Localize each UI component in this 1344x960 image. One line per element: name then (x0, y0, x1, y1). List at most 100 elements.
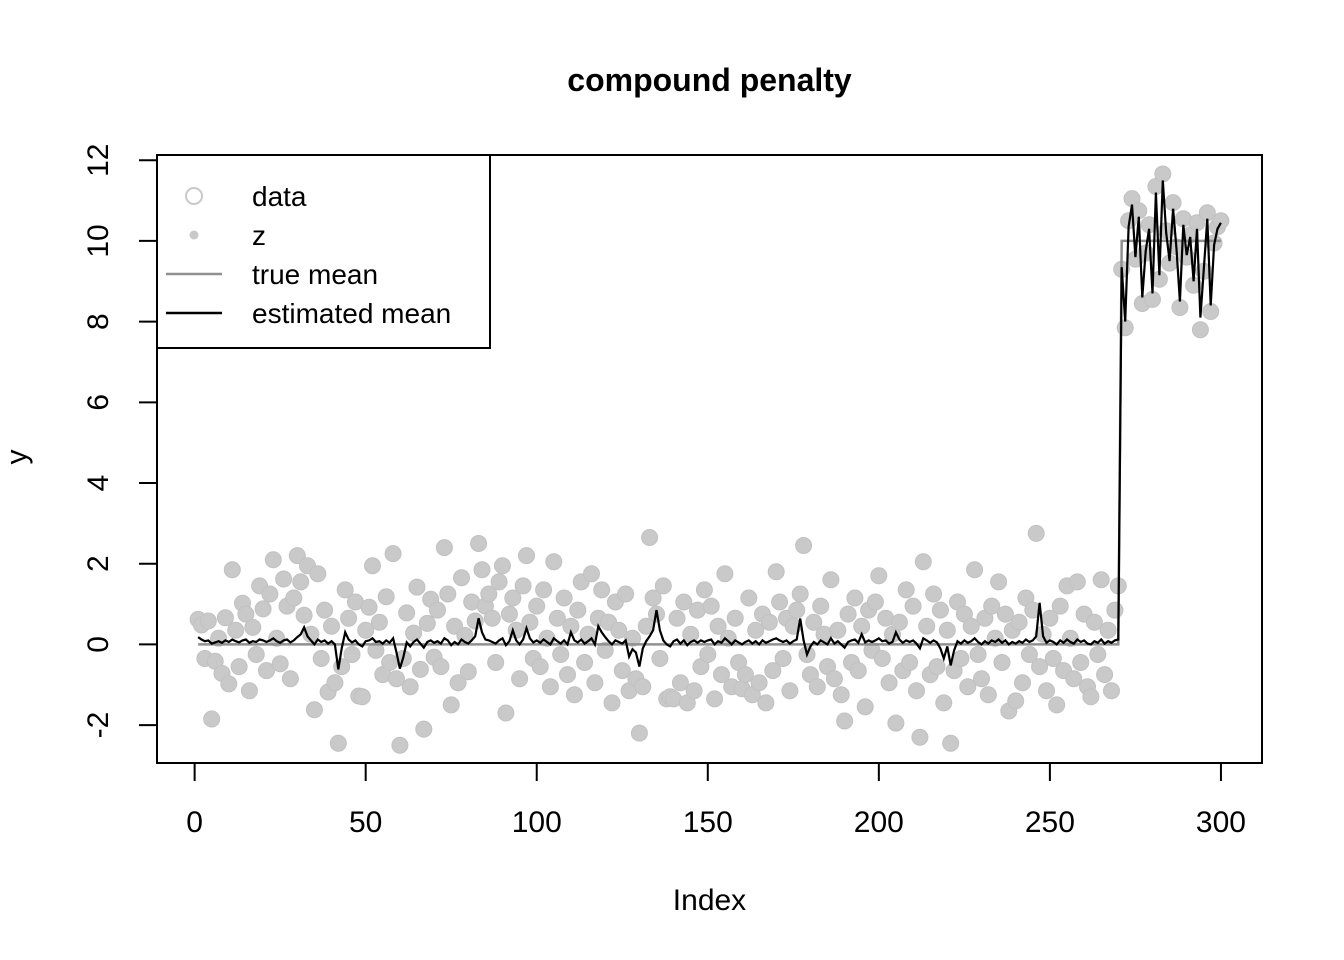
data-point (822, 571, 840, 589)
data-point (292, 573, 310, 591)
x-tick-label: 250 (1025, 806, 1075, 839)
data-point (682, 625, 700, 643)
data-point (1010, 613, 1028, 631)
data-point (846, 589, 864, 607)
data-point (405, 624, 423, 642)
data-point (1038, 682, 1055, 700)
data-point (329, 734, 347, 752)
data-point (415, 720, 433, 738)
data-point (411, 660, 429, 678)
data-point (435, 539, 453, 557)
data-point (244, 618, 262, 636)
data-point (671, 674, 689, 692)
data-point (240, 682, 258, 700)
data-point (370, 613, 388, 631)
data-point (973, 670, 990, 688)
data-point (432, 658, 450, 676)
data-point (453, 569, 470, 587)
data-point (552, 646, 570, 663)
data-point (565, 686, 583, 704)
data-point (357, 621, 375, 639)
data-point (1020, 646, 1038, 663)
data-point (1085, 613, 1103, 631)
data-point (651, 650, 669, 667)
legend-item-label: z (252, 220, 266, 251)
data-point (925, 585, 943, 603)
data-point (1171, 299, 1189, 316)
y-tick-label: 0 (82, 636, 115, 653)
data-point (904, 597, 922, 615)
data-point (596, 641, 614, 659)
data-point (442, 696, 460, 714)
data-point (220, 675, 238, 693)
data-point (261, 585, 279, 603)
data-point (713, 666, 730, 684)
data-point (996, 605, 1014, 623)
data-point (429, 601, 446, 619)
data-point (531, 658, 549, 676)
data-point (760, 613, 778, 631)
data-point (360, 598, 378, 616)
data-point (1065, 670, 1083, 688)
data-point (490, 573, 508, 591)
data-point (535, 581, 553, 599)
y-tick-label: -2 (82, 712, 115, 739)
data-point (254, 600, 272, 618)
data-point (258, 662, 275, 680)
data-point (459, 663, 477, 681)
data-point (610, 621, 628, 639)
data-point (586, 674, 604, 692)
data-point (1048, 696, 1066, 714)
data-point (740, 589, 758, 607)
data-point (911, 728, 929, 746)
data-point (494, 557, 511, 575)
y-tick-label: 4 (82, 475, 115, 492)
data-point (1191, 321, 1209, 339)
data-point (398, 604, 416, 622)
data-point (654, 577, 672, 595)
data-point (541, 678, 559, 696)
data-point (795, 537, 813, 554)
data-point (312, 650, 330, 667)
chart-title: compound penalty (567, 62, 852, 98)
data-point (935, 694, 953, 712)
data-point (641, 529, 659, 546)
data-point (791, 585, 809, 603)
data-point (928, 658, 946, 676)
data-point (216, 609, 234, 627)
legend-item-estimated-mean: estimated mean (166, 298, 451, 329)
data-point (237, 605, 255, 623)
data-point (1072, 654, 1090, 671)
data-point (1202, 303, 1220, 320)
y-axis-label: y (0, 449, 34, 465)
x-tick-label: 0 (186, 806, 203, 839)
y-tick-label: 6 (82, 394, 115, 411)
data-point (931, 601, 949, 619)
y-tick-label: 2 (82, 555, 115, 572)
data-point (634, 678, 652, 696)
data-point (825, 670, 843, 688)
y-tick-label: 12 (82, 144, 115, 177)
data-point (340, 609, 358, 627)
data-point (227, 621, 245, 639)
data-point (736, 666, 754, 684)
data-point (617, 585, 635, 603)
data-point (750, 674, 768, 692)
legend: data z true mean estimated mean (156, 154, 491, 349)
data-point (962, 617, 980, 635)
data-point (959, 678, 977, 696)
data-point (528, 597, 546, 615)
x-tick-label: 200 (854, 806, 904, 839)
data-point (832, 686, 850, 704)
data-point (630, 724, 648, 742)
data-point (1007, 692, 1025, 710)
data-point (969, 646, 987, 663)
y-axis-ticks: -2 0 2 4 6 8 10 12 (82, 144, 157, 739)
legend-item-data: data (185, 181, 307, 212)
data-point (545, 553, 563, 571)
data-point (1144, 290, 1161, 308)
data-point (408, 578, 426, 596)
data-point (271, 655, 289, 673)
